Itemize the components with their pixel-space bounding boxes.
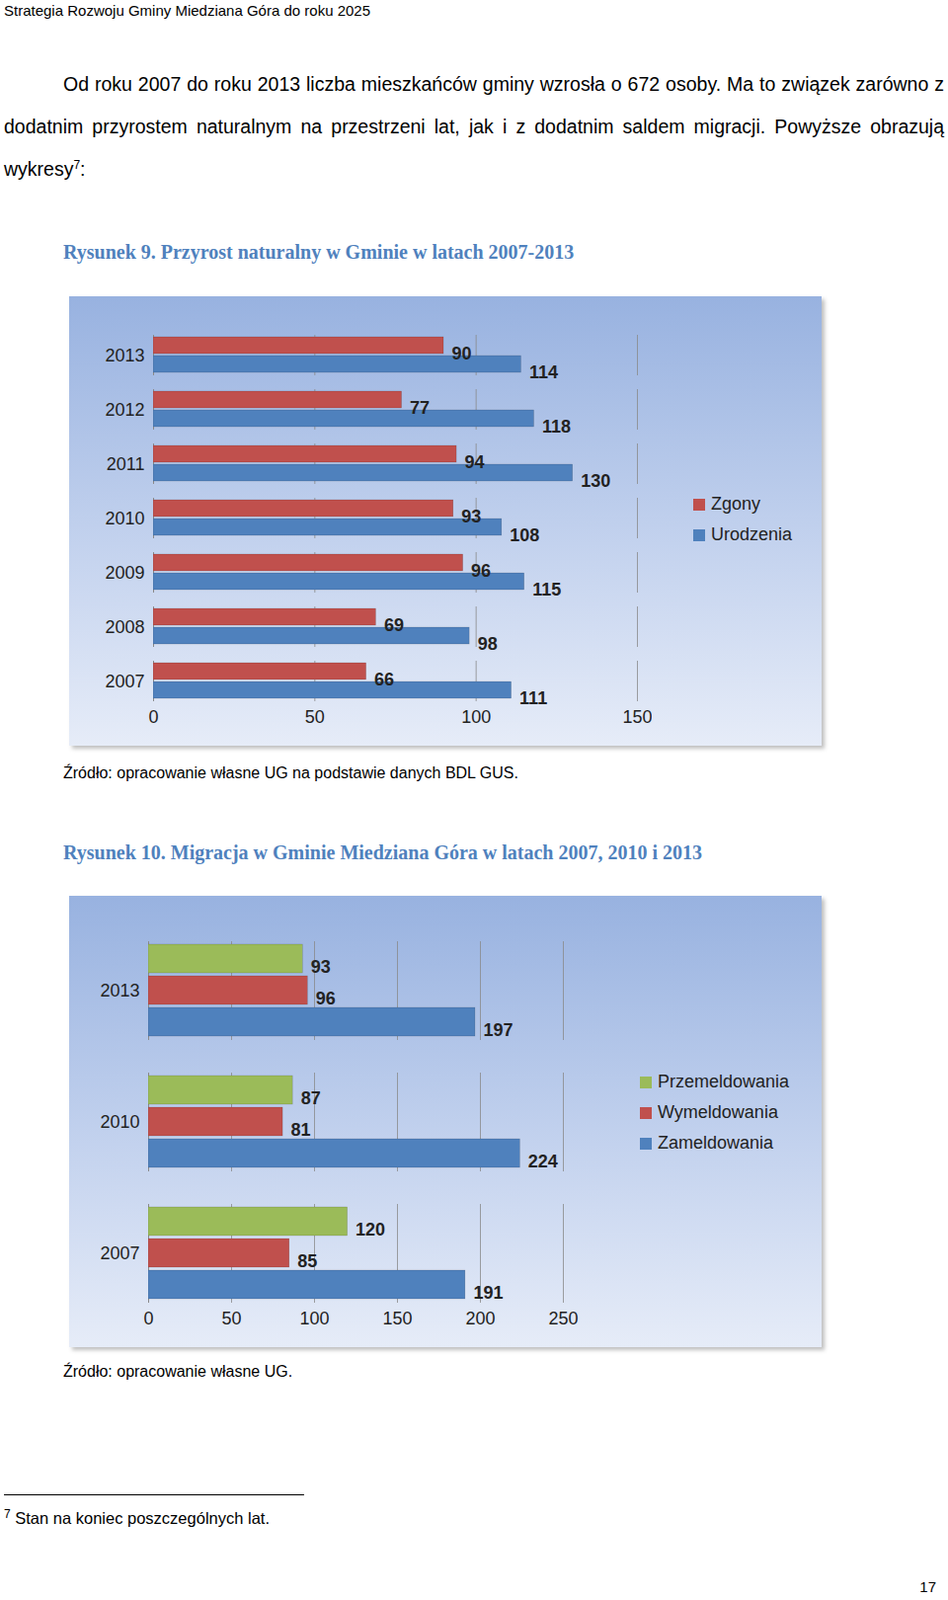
svg-text:108: 108: [509, 525, 540, 546]
svg-text:93: 93: [461, 506, 481, 527]
svg-text:81: 81: [291, 1119, 312, 1140]
svg-text:111: 111: [519, 688, 548, 709]
svg-text:94: 94: [465, 452, 485, 473]
html-text:Zgony: Zgony: [711, 493, 761, 514]
svg-text:98: 98: [477, 633, 498, 654]
html-text:Źródło: opracowanie własne UG: Źródło: opracowanie własne UG na podstaw…: [63, 764, 519, 782]
svg-text:2012: 2012: [104, 399, 145, 420]
svg-text:150: 150: [382, 1308, 412, 1329]
html-text:Od roku 2007 do roku 2013 licz: Od roku 2007 do roku 2013 liczba mieszka…: [3, 73, 945, 180]
svg-text:130: 130: [580, 471, 611, 491]
svg-text:114: 114: [529, 362, 558, 383]
svg-text:0: 0: [143, 1308, 154, 1329]
svg-text:200: 200: [465, 1308, 495, 1329]
svg-text:191: 191: [473, 1282, 503, 1303]
svg-text:100: 100: [299, 1308, 329, 1329]
svg-text:96: 96: [471, 560, 491, 581]
svg-text:77: 77: [409, 397, 430, 418]
svg-text:69: 69: [384, 615, 404, 635]
svg-text:50: 50: [221, 1308, 241, 1329]
svg-text:50: 50: [305, 707, 325, 727]
html-text:Źródło: opracowanie własne UG.: Źródło: opracowanie własne UG.: [63, 1362, 293, 1380]
html-text:Zameldowania: Zameldowania: [657, 1132, 774, 1153]
svg-text:85: 85: [297, 1251, 317, 1271]
svg-text:120: 120: [355, 1219, 386, 1240]
svg-text:2007: 2007: [104, 671, 145, 692]
svg-text:2008: 2008: [104, 617, 145, 637]
svg-text:0: 0: [148, 707, 158, 727]
svg-text:100: 100: [461, 707, 491, 727]
svg-text:96: 96: [316, 988, 336, 1009]
svg-text:66: 66: [374, 669, 395, 690]
svg-text:2009: 2009: [104, 562, 145, 583]
svg-text:150: 150: [622, 707, 652, 727]
html-text:Urodzenia: Urodzenia: [711, 524, 792, 545]
svg-text:87: 87: [301, 1088, 321, 1108]
svg-text:2013: 2013: [99, 980, 140, 1001]
svg-text:250: 250: [548, 1308, 578, 1329]
svg-text:93: 93: [311, 956, 331, 977]
svg-text:2011: 2011: [106, 454, 146, 474]
html-text:Rysunek 9. Przyrost naturalny: Rysunek 9. Przyrost naturalny w Gminie w…: [63, 240, 575, 263]
svg-text:224: 224: [528, 1151, 558, 1172]
html-text:Wymeldowania: Wymeldowania: [657, 1102, 779, 1122]
html-text:Rysunek 10. Migracja w Gminie: Rysunek 10. Migracja w Gminie Miedziana …: [63, 841, 703, 864]
svg-text:2010: 2010: [99, 1111, 140, 1132]
svg-text:118: 118: [542, 416, 571, 437]
svg-text:197: 197: [482, 1020, 513, 1040]
html-text:Strategia Rozwoju Gminy Miedzi: Strategia Rozwoju Gminy Miedziana Góra d…: [3, 1, 371, 19]
svg-text:115: 115: [532, 579, 561, 600]
html-text:17: 17: [919, 1578, 937, 1595]
html-text:7Stan na koniec poszczególnych: 7Stan na koniec poszczególnych lat.: [3, 1506, 270, 1527]
svg-text:2013: 2013: [104, 345, 145, 366]
html-text:Przemeldowania: Przemeldowania: [657, 1071, 790, 1092]
svg-text:90: 90: [452, 343, 473, 364]
svg-text:2010: 2010: [104, 508, 145, 529]
svg-text:2007: 2007: [99, 1243, 140, 1264]
